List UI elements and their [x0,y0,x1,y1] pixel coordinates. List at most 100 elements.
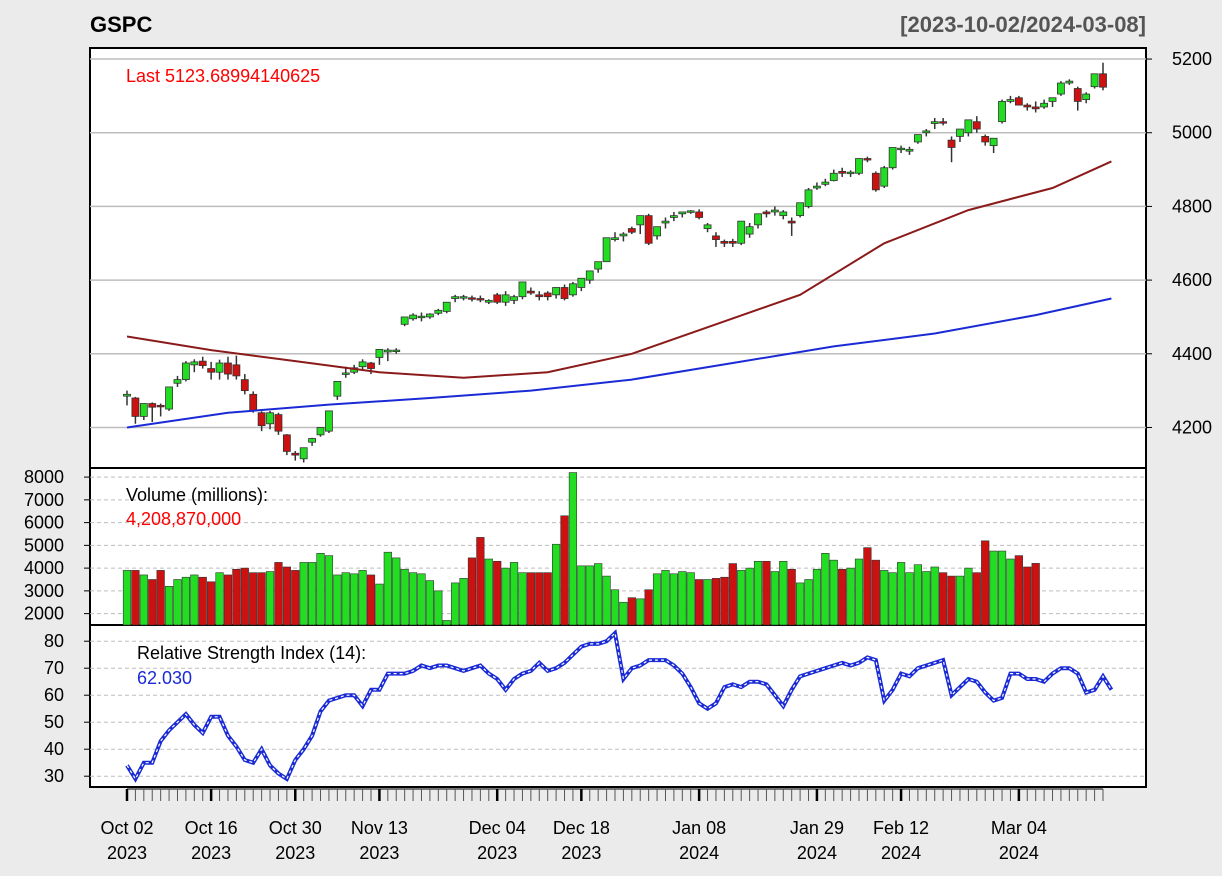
candle-body [156,404,165,408]
volume-bar [316,553,325,626]
candle-body [493,294,502,303]
volume-bar [644,589,653,626]
volume-bar [383,551,392,626]
price-candles [123,62,1107,463]
rsi-tick-label: 60 [44,685,64,705]
candle-body [1082,93,1091,100]
candle-body [913,134,922,143]
candle-body [468,297,476,300]
candle-body [947,139,956,148]
volume-bar [375,583,384,626]
volume-bar [223,574,233,626]
volume-bar [863,547,872,626]
volume-bar [257,572,266,626]
volume-bar [518,572,527,626]
candle-body [257,412,266,427]
candle-body [215,362,224,373]
volume-bar [720,576,729,626]
price-tick-label: 4200 [1172,417,1212,437]
volume-bar [400,568,409,626]
x-tick-label-date: Oct 16 [185,818,238,838]
candle-body [728,241,737,244]
candle-body [1048,97,1057,102]
volume-bar [1006,558,1015,626]
volume-bar [434,590,443,626]
candle-body [956,128,964,137]
candle-body [964,119,973,134]
candle-body [442,301,451,312]
volume-bar [484,558,493,626]
volume-bar [274,562,283,626]
volume-bar [324,555,334,626]
volume-bar [240,567,249,626]
volume-bar [392,557,401,626]
volume-bar [408,572,418,626]
candle-body [930,121,939,124]
volume-tick-label: 6000 [24,513,64,533]
candle-body [123,393,131,397]
candle-body [148,403,157,408]
candle-body [476,298,485,301]
candle-body [1073,88,1082,102]
volume-bar [728,563,737,626]
volume-bar [888,572,897,626]
candle-body [459,296,468,299]
long-moving-average-line [126,297,1112,429]
volume-bar [930,566,939,626]
volume-bar [577,565,586,626]
candle-body [720,241,729,244]
x-tick-label-date: Dec 04 [469,818,526,838]
price-tick-label: 4800 [1172,196,1212,216]
volume-bars [122,472,1040,626]
candle-body [905,148,914,152]
volume-bar [535,572,544,626]
volume-bar [207,581,216,626]
candle-body [425,313,434,318]
volume-bar [686,572,695,626]
candle-body [611,237,619,240]
volume-bar [215,572,224,626]
rsi-label: Relative Strength Index (14): [137,643,366,663]
candle-body [341,372,350,375]
rsi-tick-label: 40 [44,739,64,759]
candle-body [695,211,704,218]
candle-body [274,414,283,432]
volume-bar [913,564,922,626]
candle-body [644,215,653,244]
candle-body [779,211,788,217]
volume-bar [636,598,645,626]
volume-tick-label: 2000 [24,604,64,624]
candle-body [308,438,317,443]
x-tick-label-date: Oct 02 [100,818,153,838]
candle-body [863,158,872,161]
candle-body [333,381,342,397]
candle-body [939,121,948,124]
volume-bar [425,580,434,626]
candle-body [1057,82,1065,95]
volume-bar [249,572,258,626]
volume-bar [678,571,687,626]
rsi-tick-label: 80 [44,631,64,651]
volume-bar [333,574,342,626]
candle-body [762,211,771,215]
volume-bar [417,573,426,626]
rsi-tick-label: 50 [44,712,64,732]
price-panel-frame [89,47,1147,469]
volume-bar [459,578,468,626]
candle-body [577,277,586,288]
candle-body [653,226,661,237]
candle-body [669,215,678,218]
volume-bar [602,575,611,626]
volume-bar [997,550,1007,626]
volume-bar [181,576,190,626]
volume-bar [543,572,552,626]
volume-bar [964,567,973,626]
volume-bar [299,562,308,626]
volume-bar [358,570,367,626]
volume-bar [341,572,350,626]
candle-body [1099,73,1107,88]
x-tick-label-date: Jan 29 [790,818,844,838]
candle-body [198,360,207,366]
candle-body [291,452,300,456]
